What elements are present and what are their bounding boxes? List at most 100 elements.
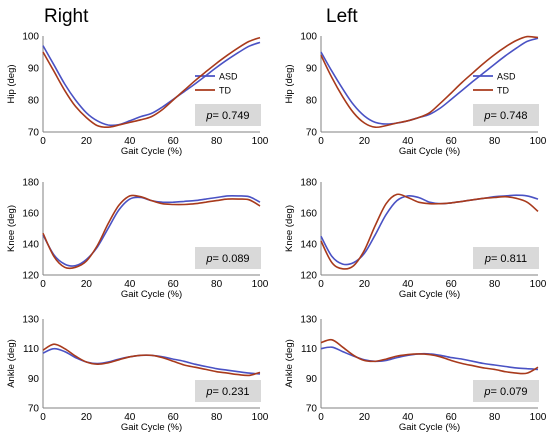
y-axis-label: Hip (deg) [6, 64, 17, 103]
series-line-asd [42, 347, 261, 375]
chart-left-ankle: 70 90 110 130 0 20 40 60 80 100 Gait Cycle (%) Ankl… [284, 315, 547, 434]
p-value: = 0.089 [213, 253, 250, 265]
p-value: = 0.079 [491, 386, 528, 398]
p-symbol: p [483, 386, 490, 398]
x-tick-label: 100 [530, 136, 547, 147]
p-symbol: p [205, 386, 212, 398]
p-value: = 0.811 [491, 253, 527, 265]
x-tick-label: 20 [359, 136, 371, 147]
x-tick-label: 40 [124, 136, 136, 147]
series-line-asd [320, 37, 539, 125]
x-tick-label: 0 [40, 136, 46, 147]
x-tick-label: 0 [40, 412, 46, 423]
y-tick-label: 70 [28, 404, 40, 415]
p-value-label: p= 0.079 [483, 386, 527, 398]
y-tick-label: 130 [22, 315, 39, 326]
y-tick-label: 140 [300, 240, 317, 251]
title-left: Left [326, 6, 358, 27]
p-value-box [195, 247, 261, 269]
x-tick-label: 20 [359, 279, 371, 290]
x-tick-label: 60 [168, 412, 180, 423]
legend-label-td: TD [219, 86, 231, 96]
y-tick-label: 80 [306, 96, 318, 107]
x-tick-label: 100 [252, 412, 269, 423]
y-tick-label: 80 [28, 96, 40, 107]
y-axis-label: Knee (deg) [6, 205, 17, 252]
p-value-label: p= 0.231 [205, 386, 249, 398]
y-tick-label: 120 [22, 271, 39, 282]
title-right: Right [44, 6, 89, 27]
x-tick-label: 80 [211, 136, 223, 147]
x-tick-label: 80 [489, 279, 501, 290]
x-tick-label: 40 [402, 136, 414, 147]
p-value-label: p= 0.811 [484, 253, 527, 265]
chart-right-ankle: 70 90 110 130 0 20 40 60 80 100 Gait Cycle (%) Ankl… [6, 315, 269, 434]
series-line-td [42, 194, 261, 270]
series-line-td [320, 338, 539, 375]
legend-label-asd: ASD [219, 72, 238, 82]
chart-left-knee: 120 140 160 180 0 20 40 60 80 100 Gait Cycle (%) Kn… [284, 178, 547, 301]
x-tick-label: 100 [530, 412, 547, 423]
x-tick-label: 60 [446, 136, 458, 147]
x-axis-label: Gait Cycle (%) [399, 146, 460, 157]
x-tick-label: 100 [252, 279, 269, 290]
p-value-label: p= 0.749 [205, 110, 249, 122]
x-tick-label: 60 [446, 279, 458, 290]
series-line-td [320, 193, 539, 270]
x-axis-label: Gait Cycle (%) [399, 289, 460, 300]
y-tick-label: 110 [23, 344, 39, 355]
series-line-td [320, 35, 539, 129]
x-tick-label: 40 [124, 279, 136, 290]
y-tick-label: 90 [28, 374, 40, 385]
x-tick-label: 20 [359, 412, 371, 423]
x-tick-label: 80 [489, 412, 501, 423]
x-tick-label: 80 [211, 279, 223, 290]
p-value-box [195, 104, 261, 126]
x-tick-label: 40 [402, 412, 414, 423]
p-value-label: p= 0.089 [205, 253, 249, 265]
y-tick-label: 180 [300, 178, 317, 189]
y-tick-label: 160 [300, 209, 317, 220]
x-axis-label: Gait Cycle (%) [121, 422, 182, 433]
p-value: = 0.748 [491, 110, 528, 122]
p-symbol: p [484, 253, 491, 265]
series-line-td [42, 36, 261, 129]
p-symbol: p [483, 110, 490, 122]
x-tick-label: 80 [489, 136, 501, 147]
x-tick-label: 60 [168, 136, 180, 147]
y-tick-label: 130 [300, 315, 317, 326]
p-symbol: p [205, 253, 212, 265]
chart-left-hip: 70 80 90 100 0 20 40 60 80 100 Gait Cycle (%) Hip (… [284, 32, 547, 158]
x-tick-label: 20 [81, 279, 93, 290]
x-tick-label: 0 [318, 412, 324, 423]
y-tick-label: 180 [22, 178, 39, 189]
p-value: = 0.231 [213, 386, 250, 398]
x-axis-label: Gait Cycle (%) [121, 289, 182, 300]
y-tick-label: 140 [22, 240, 39, 251]
y-tick-label: 110 [301, 344, 317, 355]
x-axis-label: Gait Cycle (%) [399, 422, 460, 433]
y-axis-label: Ankle (deg) [6, 339, 17, 388]
p-value-box [473, 104, 539, 126]
y-tick-label: 100 [300, 32, 317, 43]
x-tick-label: 20 [81, 136, 93, 147]
x-tick-label: 0 [40, 279, 46, 290]
y-axis-label: Hip (deg) [284, 64, 295, 103]
x-tick-label: 40 [402, 279, 414, 290]
p-value-box [473, 380, 539, 402]
p-value-label: p= 0.748 [483, 110, 527, 122]
chart-right-hip: 70 80 90 100 0 20 40 60 80 100 Gait Cycle (%) Hip (… [6, 32, 269, 158]
y-tick-label: 120 [300, 271, 317, 282]
y-tick-label: 90 [28, 64, 40, 75]
x-axis-label: Gait Cycle (%) [121, 146, 182, 157]
y-tick-label: 100 [22, 32, 39, 43]
p-symbol: p [205, 110, 212, 122]
x-tick-label: 20 [81, 412, 93, 423]
y-tick-label: 70 [28, 128, 40, 139]
chart-panels: 70 80 90 100 0 20 40 60 80 100 Gait Cycle (%) Hip (… [6, 32, 547, 434]
x-tick-label: 60 [168, 279, 180, 290]
p-value-box [473, 247, 539, 269]
x-tick-label: 0 [318, 136, 324, 147]
y-tick-label: 90 [306, 64, 318, 75]
